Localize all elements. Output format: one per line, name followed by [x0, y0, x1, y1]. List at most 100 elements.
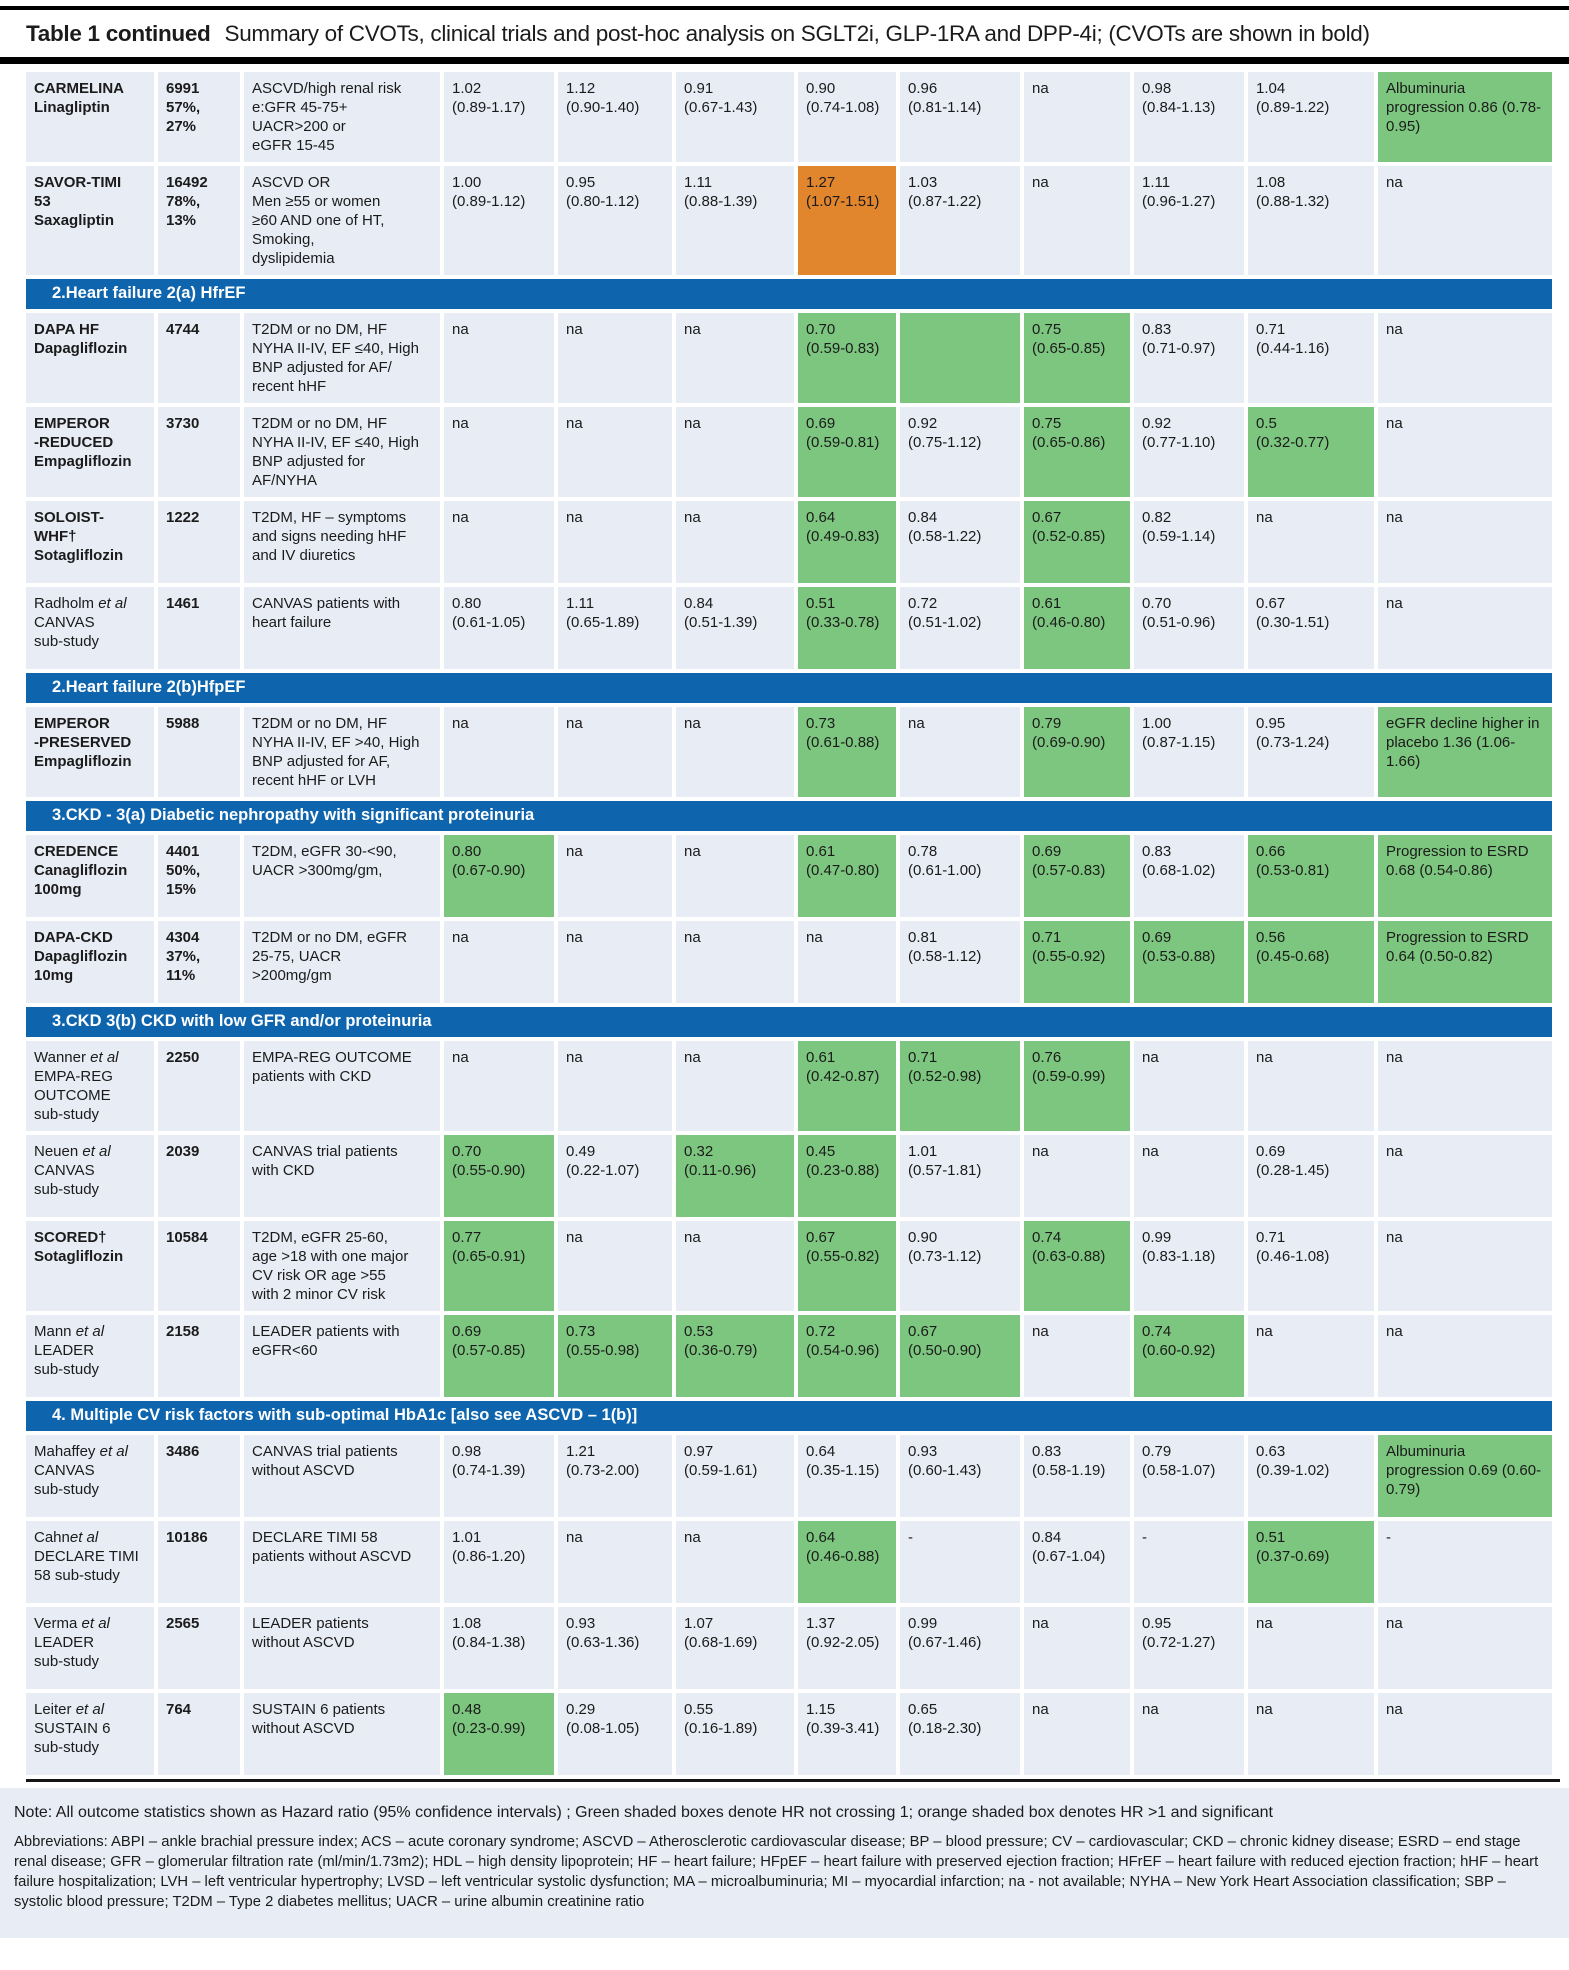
hr-cell: 0.93 (0.60-1.43) [900, 1435, 1020, 1517]
trial-name: DAPA-CKD Dapagliflozin 10mg [26, 921, 154, 1003]
hr-cell: 0.81 (0.58-1.12) [900, 921, 1020, 1003]
sample-size: 10186 [158, 1521, 240, 1603]
section-header: 2.Heart failure 2(b)HfpEF [26, 673, 1552, 703]
hr-cell: 0.76 (0.59-0.99) [1024, 1041, 1130, 1131]
trial-name: SOLOIST-WHF† Sotagliflozin [26, 501, 154, 583]
hr-cell: 0.69 (0.59-0.81) [798, 407, 896, 497]
hr-cell: na [676, 1041, 794, 1131]
population: T2DM or no DM, HF NYHA II-IV, EF ≤40, Hig… [244, 407, 440, 497]
hr-cell: 0.75 (0.65-0.85) [1024, 313, 1130, 403]
hr-cell: 0.73 (0.61-0.88) [798, 707, 896, 797]
hr-cell: 0.79 (0.58-1.07) [1134, 1435, 1244, 1517]
hr-cell: na [558, 501, 672, 583]
hr-cell: na [558, 835, 672, 917]
paper-table-page: Table 1 continued Summary of CVOTs, clini… [0, 6, 1569, 1970]
hr-cell: 0.70 (0.55-0.90) [444, 1135, 554, 1217]
hr-cell: na [558, 1521, 672, 1603]
hr-cell: 0.51 (0.33-0.78) [798, 587, 896, 669]
hr-cell: 0.66 (0.53-0.81) [1248, 835, 1374, 917]
population: T2DM or no DM, HF NYHA II-IV, EF >40, Hig… [244, 707, 440, 797]
hr-cell: 0.97 (0.59-1.61) [676, 1435, 794, 1517]
population: CANVAS patients with heart failure [244, 587, 440, 669]
hr-cell: na [1248, 1693, 1374, 1775]
hr-cell: 1.12 (0.90-1.40) [558, 72, 672, 162]
other-outcome-cell: na [1378, 313, 1552, 403]
hr-cell: 0.71 (0.55-0.92) [1024, 921, 1130, 1003]
hr-cell: 0.32 (0.11-0.96) [676, 1135, 794, 1217]
hr-cell: 0.71 (0.52-0.98) [900, 1041, 1020, 1131]
hr-cell: 0.69 (0.28-1.45) [1248, 1135, 1374, 1217]
hr-cell: na [1024, 72, 1130, 162]
population: ASCVD OR Men ≥55 or women ≥60 AND one of H… [244, 166, 440, 275]
hr-cell: na [1024, 166, 1130, 275]
hr-cell: 0.84 (0.67-1.04) [1024, 1521, 1130, 1603]
hr-cell: 0.49 (0.22-1.07) [558, 1135, 672, 1217]
other-outcome-cell: na [1378, 1221, 1552, 1311]
other-outcome-cell: na [1378, 407, 1552, 497]
hr-cell: na [676, 1521, 794, 1603]
hr-cell: 1.37 (0.92-2.05) [798, 1607, 896, 1689]
hr-cell: 0.84 (0.51-1.39) [676, 587, 794, 669]
hr-cell: 0.69 (0.57-0.83) [1024, 835, 1130, 917]
hr-cell: 0.74 (0.63-0.88) [1024, 1221, 1130, 1311]
hr-cell: 1.00 (0.89-1.12) [444, 166, 554, 275]
population: T2DM, HF – symptoms and signs needing hHF… [244, 501, 440, 583]
hr-cell: 0.98 (0.84-1.13) [1134, 72, 1244, 162]
population: ASCVD/high renal risk e:GFR 45-75+ UACR>20… [244, 72, 440, 162]
hr-cell: 0.92 (0.75-1.12) [900, 407, 1020, 497]
hr-cell: 0.77 (0.65-0.91) [444, 1221, 554, 1311]
trial-name: Mahaffey et al CANVAS sub-study [26, 1435, 154, 1517]
other-outcome-cell: na [1378, 1607, 1552, 1689]
trial-name: Cahnet al DECLARE TIMI 58 sub-study [26, 1521, 154, 1603]
hr-cell: 1.21 (0.73-2.00) [558, 1435, 672, 1517]
hr-cell: 1.11 (0.88-1.39) [676, 166, 794, 275]
hr-cell [900, 313, 1020, 403]
hr-cell: 0.29 (0.08-1.05) [558, 1693, 672, 1775]
other-outcome-cell: Albuminuria progression 0.86 (0.78-0.95) [1378, 72, 1552, 162]
other-outcome-cell: na [1378, 1041, 1552, 1131]
population: CANVAS trial patients without ASCVD [244, 1435, 440, 1517]
other-outcome-cell: Progression to ESRD 0.68 (0.54-0.86) [1378, 835, 1552, 917]
trial-name: Verma et al LEADER sub-study [26, 1607, 154, 1689]
hr-cell: 0.61 (0.47-0.80) [798, 835, 896, 917]
hr-cell: na [558, 707, 672, 797]
section-header: 4. Multiple CV risk factors with sub-opt… [26, 1401, 1552, 1431]
sample-size: 2250 [158, 1041, 240, 1131]
sample-size: 16492 78%, 13% [158, 166, 240, 275]
cvot-table: CARMELINA Linagliptin 6991 57%, 27% ASCVD/hig… [26, 72, 1560, 1782]
hr-cell: 0.83 (0.71-0.97) [1134, 313, 1244, 403]
hr-cell: na [558, 313, 672, 403]
trial-name: SCORED† Sotagliflozin [26, 1221, 154, 1311]
hr-cell: na [1248, 1315, 1374, 1397]
hr-cell: 0.56 (0.45-0.68) [1248, 921, 1374, 1003]
table-number: Table 1 continued [26, 21, 211, 46]
trial-name: EMPEROR -PRESERVED Empagliflozin [26, 707, 154, 797]
hr-cell: 0.61 (0.46-0.80) [1024, 587, 1130, 669]
hr-cell: 0.92 (0.77-1.10) [1134, 407, 1244, 497]
hr-cell: 0.65 (0.18-2.30) [900, 1693, 1020, 1775]
hr-cell: 0.93 (0.63-1.36) [558, 1607, 672, 1689]
hr-cell: 0.71 (0.46-1.08) [1248, 1221, 1374, 1311]
hr-cell: 1.01 (0.57-1.81) [900, 1135, 1020, 1217]
hr-cell: na [676, 313, 794, 403]
hr-cell: na [558, 1041, 672, 1131]
hr-cell: na [444, 707, 554, 797]
hr-cell: na [676, 835, 794, 917]
sample-size: 5988 [158, 707, 240, 797]
trial-name: Mann et al LEADER sub-study [26, 1315, 154, 1397]
hr-cell: 0.80 (0.61-1.05) [444, 587, 554, 669]
hr-cell: na [676, 921, 794, 1003]
hr-cell: 0.70 (0.59-0.83) [798, 313, 896, 403]
hr-cell: 0.90 (0.73-1.12) [900, 1221, 1020, 1311]
hr-cell: 1.02 (0.89-1.17) [444, 72, 554, 162]
hr-cell: 0.64 (0.35-1.15) [798, 1435, 896, 1517]
population: SUSTAIN 6 patients without ASCVD [244, 1693, 440, 1775]
hr-cell: 1.15 (0.39-3.41) [798, 1693, 896, 1775]
hr-cell: 0.72 (0.51-1.02) [900, 587, 1020, 669]
hr-cell: 1.11 (0.96-1.27) [1134, 166, 1244, 275]
hr-cell: 0.64 (0.49-0.83) [798, 501, 896, 583]
hr-cell: 0.99 (0.67-1.46) [900, 1607, 1020, 1689]
hr-cell: 0.95 (0.73-1.24) [1248, 707, 1374, 797]
hr-cell: 0.69 (0.57-0.85) [444, 1315, 554, 1397]
sample-size: 4304 37%, 11% [158, 921, 240, 1003]
